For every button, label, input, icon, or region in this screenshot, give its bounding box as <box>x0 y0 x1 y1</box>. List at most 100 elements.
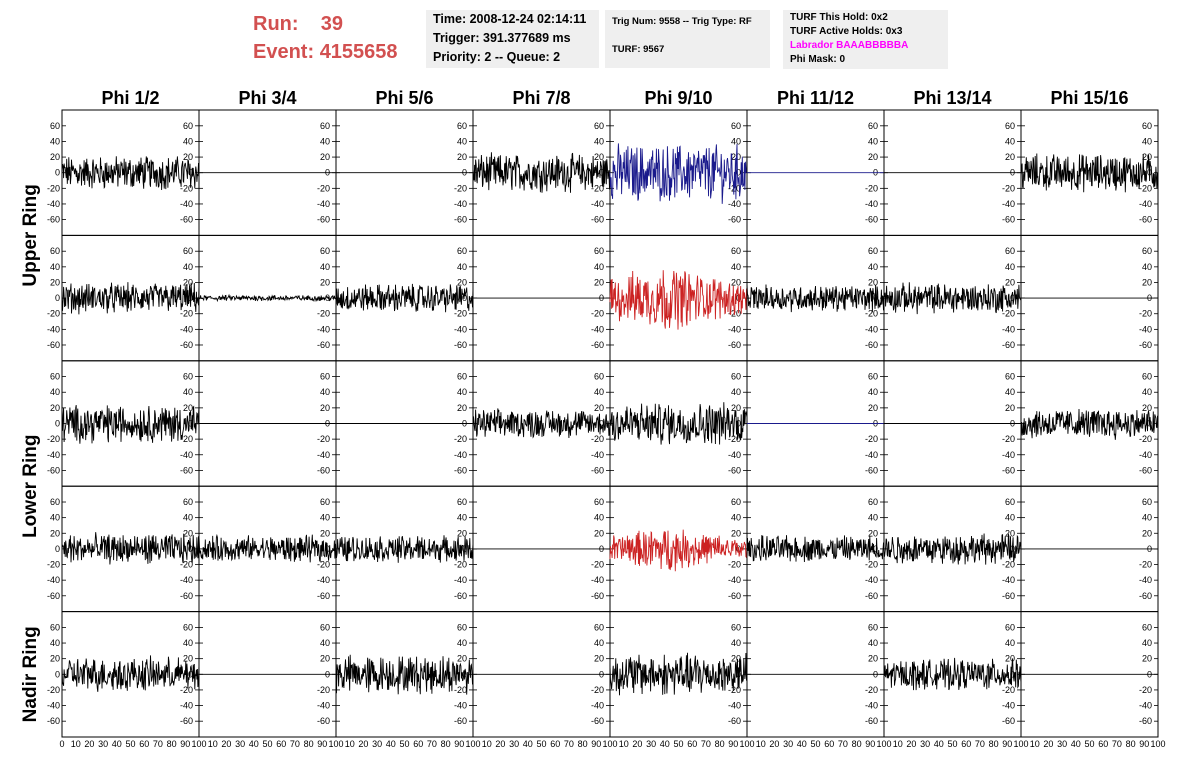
y-tick-label: 40 <box>594 136 604 146</box>
row-group-title: Lower Ring <box>20 434 41 537</box>
y-tick-label: -60 <box>865 716 878 726</box>
x-tick-label: 50 <box>262 739 272 749</box>
y-tick-label: 0 <box>55 669 60 679</box>
y-tick-label: 40 <box>50 262 60 272</box>
y-tick-label: -60 <box>865 591 878 601</box>
y-tick-label: -20 <box>47 309 60 319</box>
y-tick-label: 20 <box>731 403 741 413</box>
y-tick-label: 0 <box>55 168 60 178</box>
x-tick-label: 20 <box>495 739 505 749</box>
y-tick-label: -20 <box>728 685 741 695</box>
y-tick-label: -20 <box>180 560 193 570</box>
x-tick-label: 20 <box>769 739 779 749</box>
y-tick-label: -20 <box>591 560 604 570</box>
y-tick-label: 60 <box>1142 622 1152 632</box>
y-tick-label: -40 <box>47 199 60 209</box>
trig-num-text: Trig Num: 9558 -- Trig Type: RF <box>612 16 752 27</box>
x-tick-label: 30 <box>235 739 245 749</box>
y-tick-label: 60 <box>183 372 193 382</box>
y-tick-label: 60 <box>50 372 60 382</box>
x-tick-label: 60 <box>413 739 423 749</box>
y-tick-label: -60 <box>47 591 60 601</box>
waveform-trace <box>335 535 474 563</box>
x-tick-label: 30 <box>783 739 793 749</box>
y-tick-label: -60 <box>180 465 193 475</box>
y-tick-label: -40 <box>591 199 604 209</box>
y-tick-label: 20 <box>457 654 467 664</box>
y-tick-label: 60 <box>594 622 604 632</box>
x-tick-label: 60 <box>276 739 286 749</box>
y-tick-label: -60 <box>728 465 741 475</box>
y-tick-label: 20 <box>1142 403 1152 413</box>
y-tick-label: -60 <box>317 716 330 726</box>
x-tick-label: 60 <box>824 739 834 749</box>
x-tick-label: 50 <box>810 739 820 749</box>
y-tick-label: -60 <box>454 340 467 350</box>
waveform-trace <box>61 282 200 315</box>
x-tick-label: 50 <box>536 739 546 749</box>
y-tick-label: -20 <box>591 685 604 695</box>
run-event-header: Run: 39 Event: 4155658 <box>253 10 398 66</box>
waveform-trace <box>198 293 337 303</box>
y-tick-label: -60 <box>728 716 741 726</box>
x-tick-label: 80 <box>852 739 862 749</box>
y-tick-label: -40 <box>47 450 60 460</box>
y-tick-label: 20 <box>594 528 604 538</box>
y-tick-label: 60 <box>594 121 604 131</box>
y-tick-label: -20 <box>1002 434 1015 444</box>
y-tick-label: 40 <box>320 387 330 397</box>
y-tick-label: -40 <box>1002 701 1015 711</box>
x-tick-label: 90 <box>317 739 327 749</box>
y-tick-label: 40 <box>320 638 330 648</box>
y-tick-label: -60 <box>180 591 193 601</box>
y-tick-label: 20 <box>183 403 193 413</box>
x-tick-label: 90 <box>591 739 601 749</box>
x-tick-label: 30 <box>509 739 519 749</box>
waveform-trace <box>472 152 611 193</box>
y-tick-label: 60 <box>868 497 878 507</box>
y-tick-label: -60 <box>1002 465 1015 475</box>
y-tick-label: 0 <box>1010 669 1015 679</box>
y-tick-label: 40 <box>50 638 60 648</box>
run-row: Run: 39 <box>253 10 398 38</box>
y-tick-label: -60 <box>728 215 741 225</box>
y-tick-label: 60 <box>320 246 330 256</box>
y-tick-label: -40 <box>1139 701 1152 711</box>
y-tick-label: 20 <box>868 277 878 287</box>
y-tick-label: 40 <box>868 513 878 523</box>
y-tick-label: -40 <box>454 324 467 334</box>
waveform-trace <box>883 657 1022 691</box>
y-tick-label: 20 <box>1005 277 1015 287</box>
y-tick-label: 20 <box>594 152 604 162</box>
trigger-text: Trigger: 391.377689 ms <box>433 31 571 45</box>
y-tick-label: -40 <box>728 701 741 711</box>
y-tick-label: 20 <box>457 403 467 413</box>
y-tick-label: 20 <box>1142 654 1152 664</box>
y-tick-label: 40 <box>1005 513 1015 523</box>
y-tick-label: 40 <box>457 387 467 397</box>
y-tick-label: 20 <box>457 528 467 538</box>
y-tick-label: 40 <box>1005 638 1015 648</box>
y-tick-label: 60 <box>183 121 193 131</box>
turf-info-box: TURF This Hold: 0x2 TURF Active Holds: 0… <box>783 10 948 69</box>
x-tick-label: 100 <box>1150 739 1165 749</box>
x-tick-label: 90 <box>180 739 190 749</box>
priority-text: Priority: 2 -- Queue: 2 <box>433 50 561 64</box>
y-tick-label: 60 <box>1142 121 1152 131</box>
x-tick-label: 100 <box>328 739 343 749</box>
y-tick-label: 60 <box>868 372 878 382</box>
x-tick-label: 90 <box>1139 739 1149 749</box>
x-tick-label: 30 <box>920 739 930 749</box>
y-tick-label: 60 <box>1005 246 1015 256</box>
y-tick-label: 40 <box>1005 387 1015 397</box>
x-tick-label: 70 <box>1112 739 1122 749</box>
waveform-trace <box>61 532 200 565</box>
y-tick-label: -20 <box>1002 560 1015 570</box>
y-tick-label: -20 <box>1139 183 1152 193</box>
y-tick-label: -20 <box>180 685 193 695</box>
y-tick-label: -40 <box>591 450 604 460</box>
y-tick-label: -60 <box>1139 591 1152 601</box>
x-tick-label: 10 <box>619 739 629 749</box>
y-tick-label: 60 <box>1005 372 1015 382</box>
labrador-text: Labrador BAAABBBBBA <box>790 40 909 51</box>
